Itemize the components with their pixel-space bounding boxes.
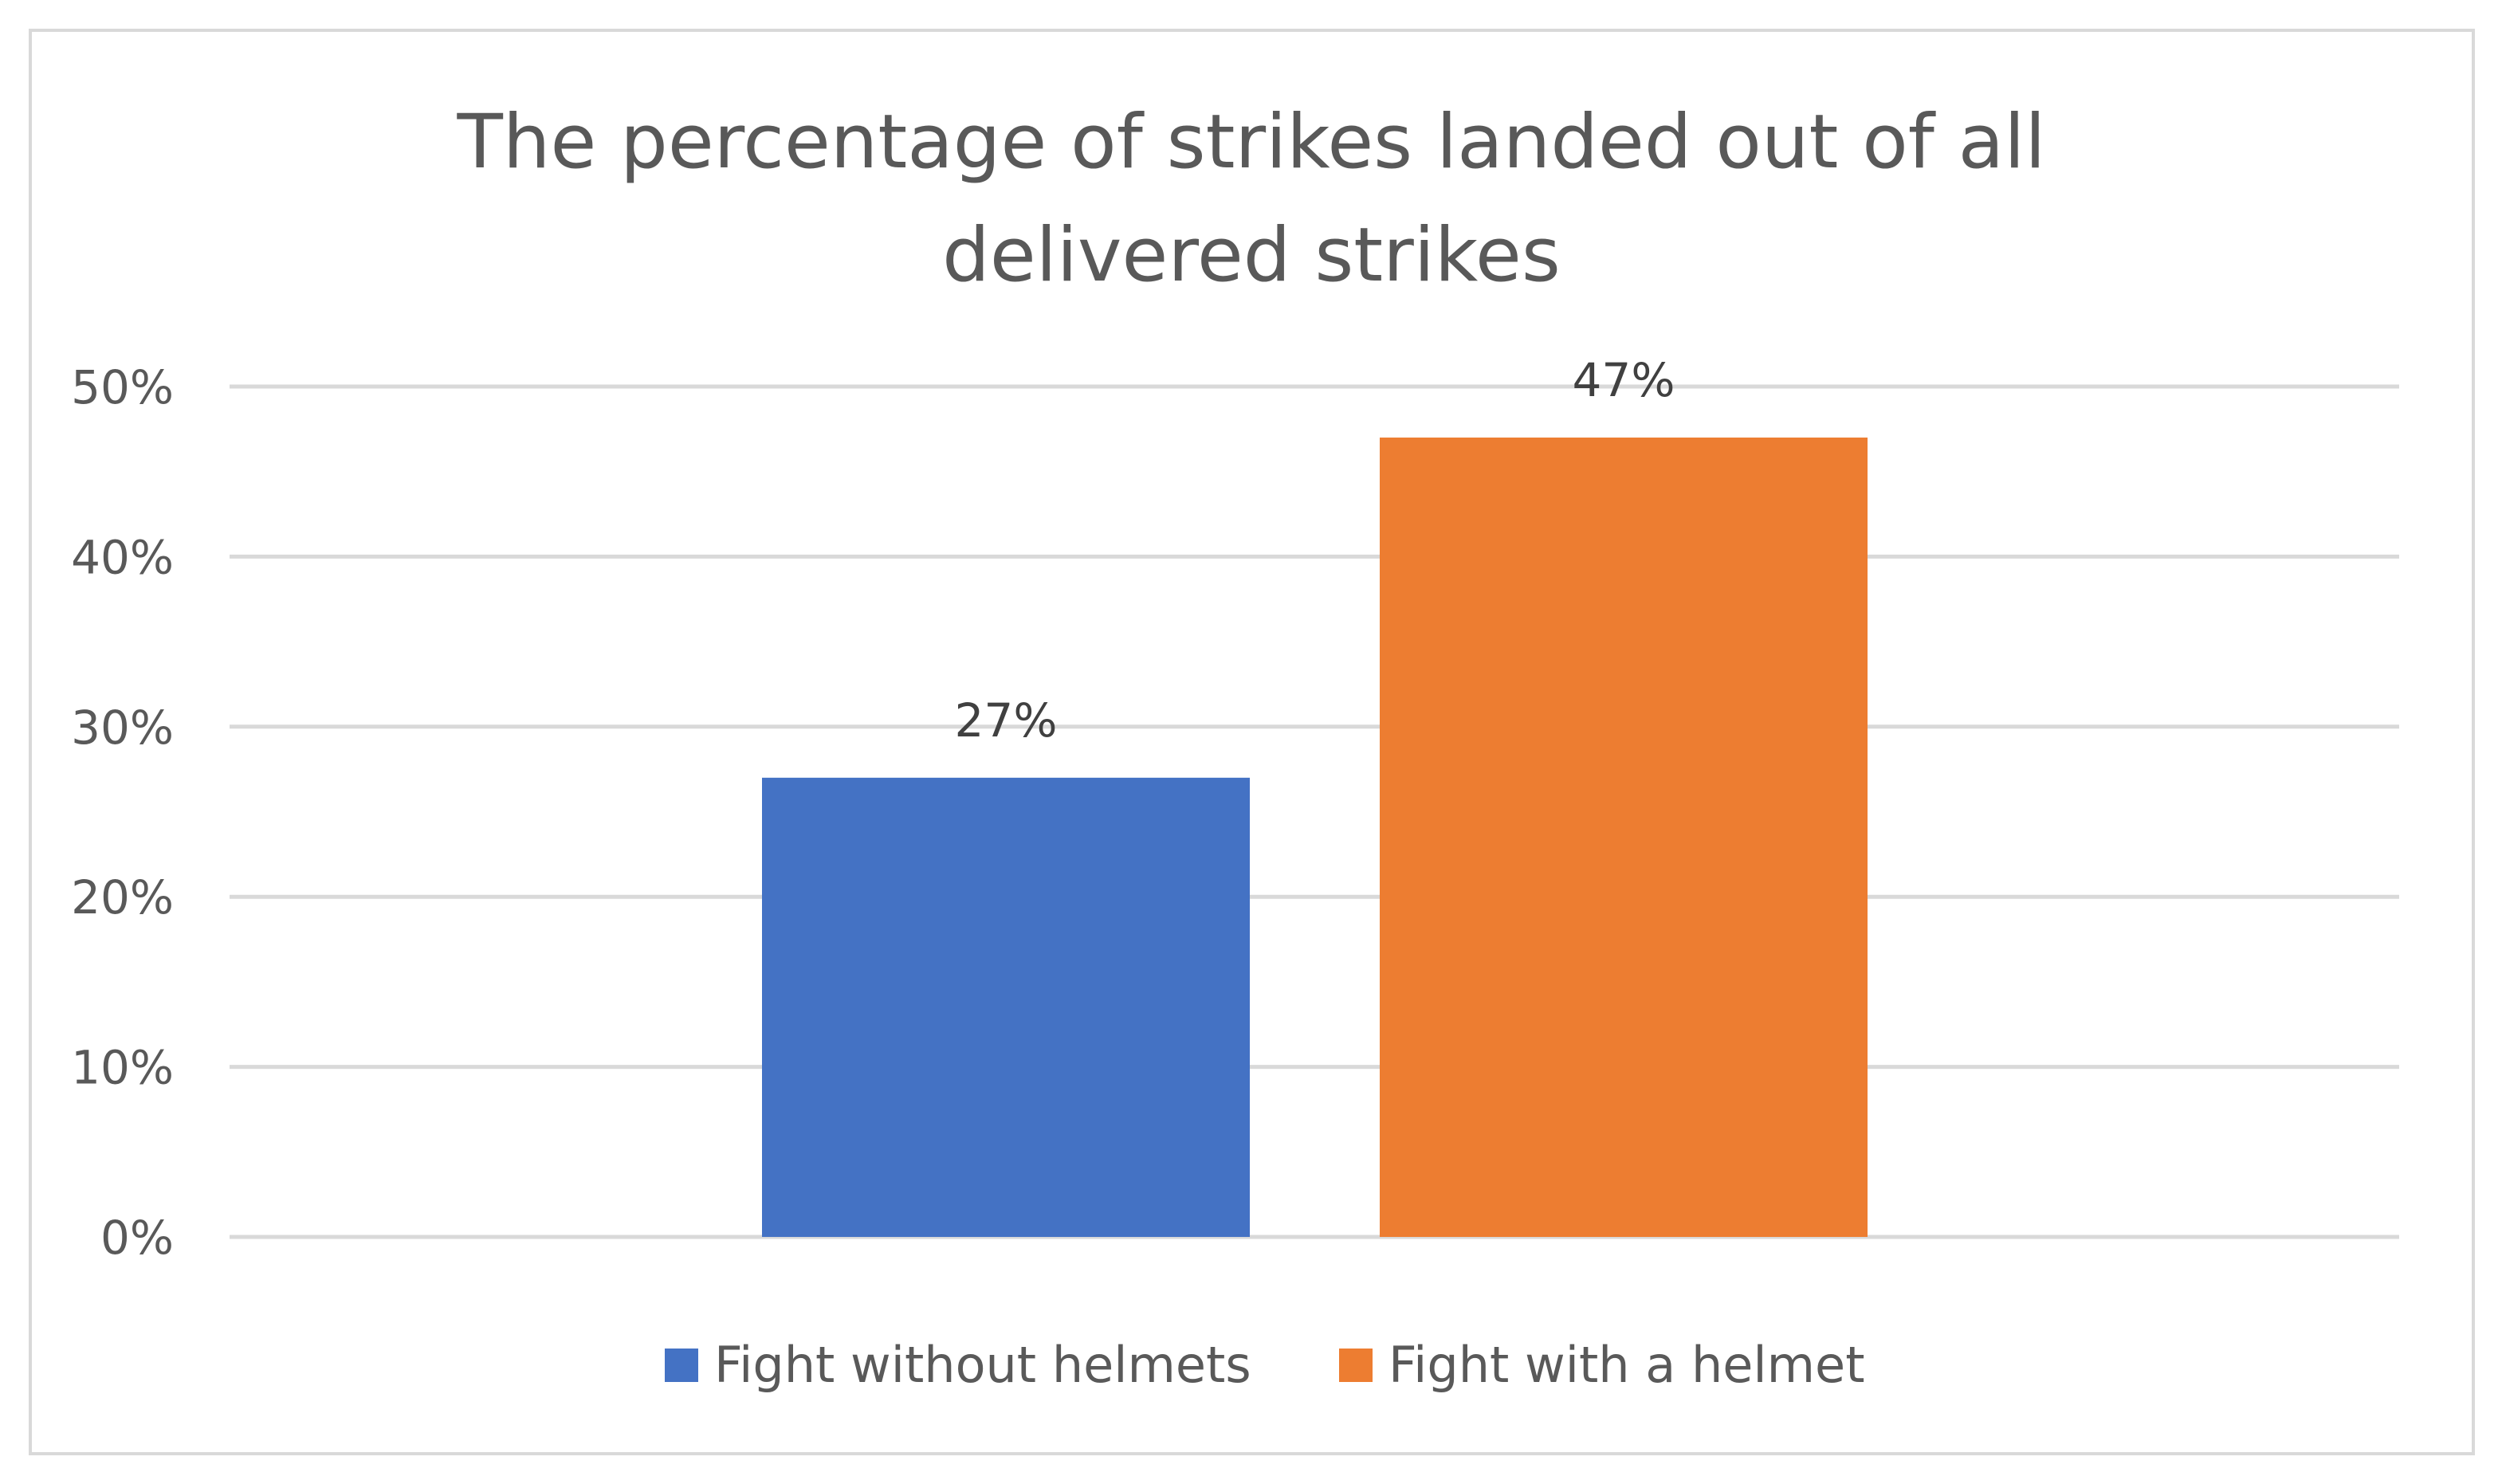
data-label-1: 27%	[955, 693, 1058, 748]
data-label-2: 47%	[1573, 353, 1675, 407]
y-tick-label: 50%	[71, 360, 174, 414]
y-tick-label: 20%	[71, 870, 174, 925]
legend-swatch-2	[1339, 1349, 1373, 1382]
chart-title-line-2: delivered strikes	[942, 212, 1561, 299]
y-tick-label: 30%	[71, 701, 174, 755]
y-axis-tick-labels: 0% 10% 20% 30% 40% 50%	[71, 360, 174, 1265]
legend-label-2: Fight with a helmet	[1388, 1336, 1865, 1394]
legend-label-1: Fight without helmets	[714, 1336, 1251, 1394]
chart-frame	[29, 29, 2475, 1455]
legend: Fight without helmets Fight with a helmet	[665, 1336, 1865, 1394]
y-tick-label: 0%	[100, 1211, 174, 1265]
legend-swatch-1	[665, 1349, 698, 1382]
bar-1	[762, 777, 1250, 1237]
bars	[762, 438, 1868, 1237]
bar-2	[1380, 438, 1868, 1237]
gridlines	[230, 384, 2399, 1239]
data-labels: 27% 47%	[955, 353, 1675, 748]
y-tick-label: 10%	[71, 1041, 174, 1095]
chart-title-line-1: The percentage of strikes landed out of …	[456, 99, 2045, 186]
y-tick-label: 40%	[71, 530, 174, 584]
